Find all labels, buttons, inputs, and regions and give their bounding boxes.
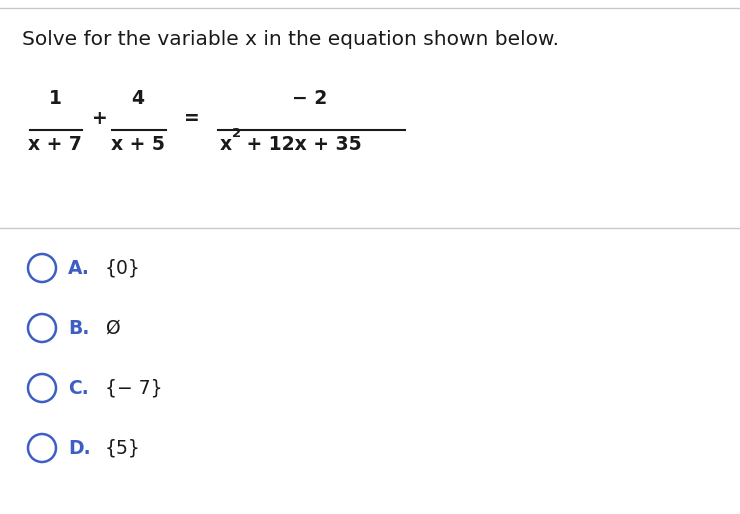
Text: x + 5: x + 5 bbox=[111, 135, 165, 154]
Text: =: = bbox=[184, 109, 200, 128]
Text: B.: B. bbox=[68, 319, 90, 338]
Text: Solve for the variable x in the equation shown below.: Solve for the variable x in the equation… bbox=[22, 30, 559, 49]
Text: {5}: {5} bbox=[105, 438, 141, 457]
Text: 4: 4 bbox=[132, 89, 144, 108]
Text: +: + bbox=[92, 109, 108, 128]
Text: − 2: − 2 bbox=[292, 89, 328, 108]
Text: x + 7: x + 7 bbox=[28, 135, 82, 154]
Text: + 12x + 35: + 12x + 35 bbox=[240, 135, 362, 154]
Text: A.: A. bbox=[68, 259, 90, 278]
Text: C.: C. bbox=[68, 378, 89, 397]
Text: x: x bbox=[220, 135, 232, 154]
Text: D.: D. bbox=[68, 438, 90, 457]
Text: 1: 1 bbox=[49, 89, 61, 108]
Text: 2: 2 bbox=[232, 127, 241, 140]
Text: {− 7}: {− 7} bbox=[105, 378, 163, 397]
Text: {0}: {0} bbox=[105, 259, 141, 278]
Text: Ø: Ø bbox=[105, 319, 120, 338]
